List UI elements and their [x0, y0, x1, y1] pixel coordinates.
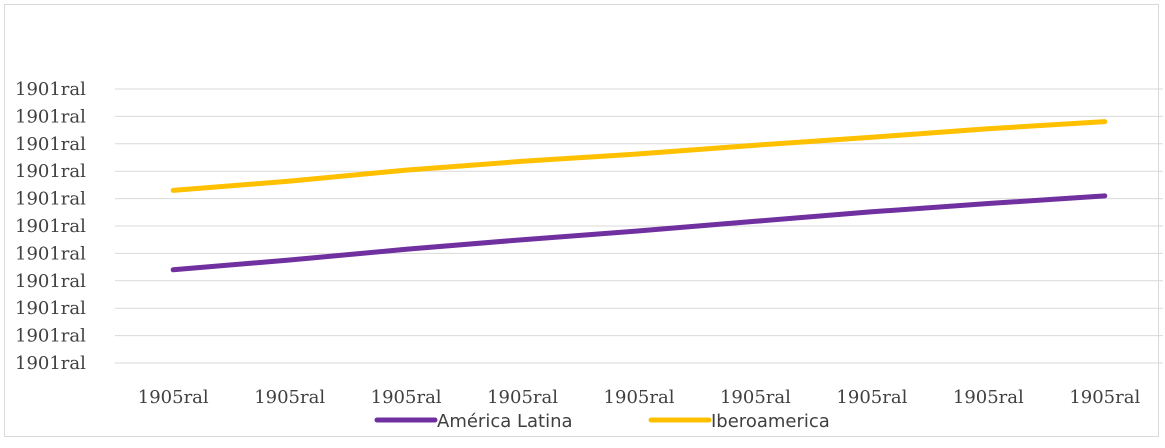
legend-label: América Latina [437, 411, 573, 432]
x-tick-label: 1905ral [371, 387, 442, 408]
y-tick-label: 1901ral [15, 271, 86, 292]
y-tick-label: 1901ral [15, 161, 86, 182]
chart-frame: 1901ral 1901ral 1901ral 1901ral 1901ral 1901r… [4, 4, 1163, 437]
x-tick-label: 1905ral [487, 387, 558, 408]
x-axis-tick-labels: 1905ral 1905ral 1905ral 1905ral 1905ral 1905r… [138, 387, 1141, 408]
y-tick-label: 1901ral [15, 189, 86, 210]
x-tick-label: 1905ral [836, 387, 907, 408]
x-tick-label: 1905ral [953, 387, 1024, 408]
series-line [170, 193, 1108, 273]
line-chart: 1901ral 1901ral 1901ral 1901ral 1901ral 1901r… [15, 79, 1163, 432]
legend: América Latina Iberoamerica [374, 411, 830, 432]
x-tick-label: 1905ral [138, 387, 209, 408]
series-line [170, 119, 1108, 193]
y-tick-label: 1901ral [15, 134, 86, 155]
y-tick-label: 1901ral [15, 106, 86, 127]
legend-label: Iberoamerica [711, 411, 830, 432]
y-tick-label: 1901ral [15, 326, 86, 347]
x-tick-label: 1905ral [1069, 387, 1140, 408]
y-tick-label: 1901ral [15, 353, 86, 374]
y-axis-tick-labels: 1901ral 1901ral 1901ral 1901ral 1901ral 1901r… [15, 79, 86, 374]
x-tick-label: 1905ral [604, 387, 675, 408]
y-tick-label: 1901ral [15, 216, 86, 237]
gridlines [115, 88, 1163, 364]
y-tick-label: 1901ral [15, 243, 86, 264]
x-tick-label: 1905ral [254, 387, 325, 408]
y-tick-label: 1901ral [15, 298, 86, 319]
series-lines [170, 119, 1108, 273]
y-tick-label: 1901ral [15, 79, 86, 100]
x-tick-label: 1905ral [720, 387, 791, 408]
